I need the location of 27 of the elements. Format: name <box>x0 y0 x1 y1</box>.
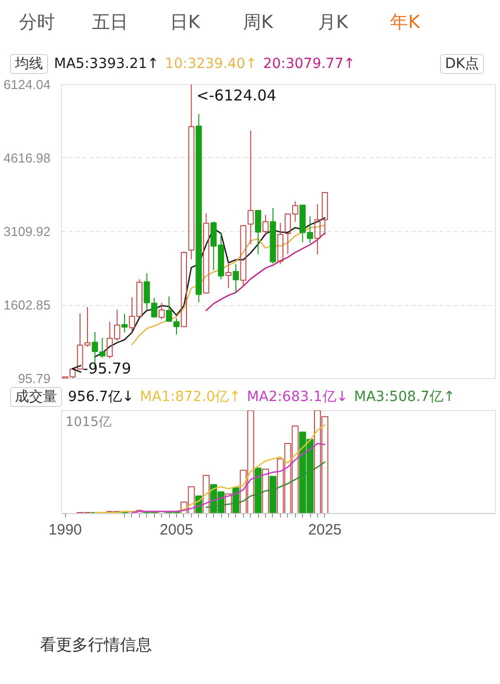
y-tick-label: 3109.92 <box>4 224 51 239</box>
y-tick-label: 1602.85 <box>4 298 51 312</box>
text: 分时 <box>19 12 55 34</box>
text: 10:3239.40↑ <box>164 55 258 73</box>
y-tick-label: 6124.04 <box>4 77 51 92</box>
text: 日K <box>170 12 200 34</box>
text: DK点 <box>440 54 484 74</box>
text: 周K <box>243 12 273 34</box>
text: MA1:872.0亿↑ <box>140 388 241 406</box>
text: 月K <box>318 12 348 34</box>
text: MA5:3393.21↑ <box>54 55 159 73</box>
text: MA2:683.1亿↓ <box>246 388 348 406</box>
chart-title: 成交量 <box>10 387 62 407</box>
text: 看更多行情信息 <box>40 635 152 655</box>
x-tick-label: 2025 <box>308 522 342 538</box>
text: 956.7亿↓ <box>68 388 134 406</box>
annotation: <-6124.04 <box>196 86 276 104</box>
y-tick-label: 95.79 <box>18 371 51 386</box>
annotation: 1015亿 <box>66 415 112 430</box>
text: 20:3079.77↑ <box>263 55 356 73</box>
text: MA3:508.7亿↑ <box>354 388 456 406</box>
text: 年K <box>390 12 420 34</box>
text: 五日 <box>92 12 128 34</box>
text: 均线 <box>10 54 48 74</box>
x-tick-label: 2005 <box>160 522 194 538</box>
x-tick-label: 1990 <box>48 522 82 538</box>
y-tick-label: 4616.98 <box>4 150 51 166</box>
